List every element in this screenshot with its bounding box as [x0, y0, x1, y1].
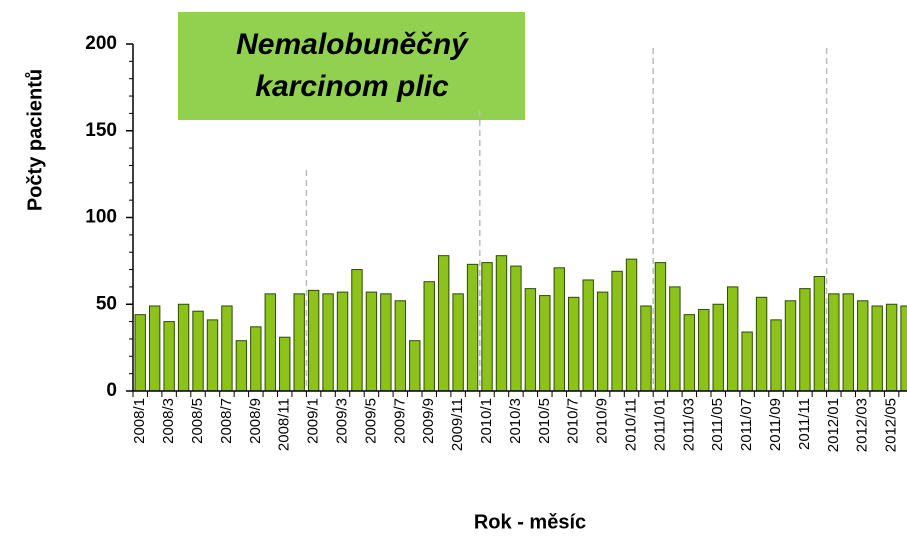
- bar: [755, 296, 768, 392]
- bar: [134, 314, 146, 392]
- bar: [596, 291, 609, 392]
- bar: [394, 300, 407, 392]
- x-tick-label: 2010/1: [478, 398, 495, 444]
- x-tick-label: 2011/01: [651, 398, 668, 451]
- x-tick-label: 2010/11: [622, 398, 639, 451]
- bar: [481, 262, 493, 392]
- bar: [553, 267, 565, 392]
- bar: [712, 303, 724, 392]
- bar: [235, 340, 248, 392]
- x-tick-label: 2011/05: [709, 398, 726, 451]
- x-tick-label: 2012/03: [854, 398, 871, 452]
- bar: [279, 336, 291, 392]
- bar: [625, 258, 638, 392]
- bar: [539, 295, 551, 392]
- bar: [495, 255, 508, 392]
- x-tick-label: 2010/7: [565, 398, 582, 444]
- x-tick-label: 2009/9: [420, 398, 437, 444]
- x-tick-label: 2012/05: [883, 398, 900, 452]
- bar: [336, 291, 349, 392]
- bar: [654, 262, 667, 392]
- bar: [885, 303, 898, 392]
- bar: [264, 293, 276, 392]
- y-tick-label: 200: [85, 33, 117, 54]
- x-tick-label: 2011/03: [680, 398, 697, 451]
- bar: [307, 289, 320, 392]
- bar: [206, 319, 219, 392]
- x-tick-label: 2008/9: [247, 398, 264, 444]
- x-tick-label: 2011/07: [738, 398, 755, 451]
- bar: [828, 293, 840, 392]
- x-tick-label: 2010/9: [594, 398, 611, 444]
- bar: [842, 293, 854, 392]
- title-box: [178, 12, 525, 120]
- x-tick-label: 2011/11: [796, 398, 813, 450]
- x-tick-label: 2009/5: [362, 398, 379, 444]
- bar: [900, 305, 907, 392]
- bar: [351, 269, 363, 392]
- y-tick-label: 100: [85, 207, 117, 228]
- x-tick-label: 2009/3: [333, 398, 350, 444]
- bar: [409, 340, 421, 392]
- bar: [510, 265, 522, 392]
- bar: [221, 305, 233, 392]
- x-tick-label: 2008/11: [276, 398, 293, 451]
- bar: [148, 305, 161, 392]
- bar: [640, 305, 652, 392]
- x-tick-label: 2012/01: [825, 398, 842, 452]
- bar: [813, 275, 826, 392]
- bar: [611, 270, 623, 392]
- x-tick-label: 2009/1: [305, 398, 322, 444]
- y-tick-label: 0: [106, 380, 117, 401]
- x-tick-label: 2009/11: [449, 398, 466, 451]
- bar: [799, 288, 811, 392]
- y-axis-label: Počty pacientů: [24, 69, 46, 211]
- bar: [524, 288, 537, 392]
- bar: [784, 300, 797, 392]
- bar: [380, 293, 392, 392]
- x-tick-label: 2009/7: [391, 398, 408, 444]
- bar: [698, 308, 710, 392]
- bar: [322, 293, 334, 392]
- bar: [452, 293, 464, 392]
- bar: [423, 281, 435, 392]
- bar: [582, 279, 594, 392]
- x-tick-label: 2010/3: [507, 398, 524, 444]
- bar: [770, 319, 782, 392]
- bar: [726, 286, 739, 392]
- bar: [293, 293, 305, 392]
- x-tick-label: 2008/1: [131, 398, 148, 444]
- bar: [177, 303, 190, 392]
- y-tick-label: 150: [85, 120, 117, 141]
- bar: [365, 291, 378, 392]
- bar: [669, 286, 681, 392]
- x-tick-label: 2008/3: [160, 398, 177, 444]
- bar: [871, 305, 883, 392]
- bar: [437, 255, 450, 392]
- x-tick-label: 2010/5: [536, 398, 553, 444]
- x-tick-label: 2011/09: [767, 398, 784, 451]
- bar: [857, 300, 869, 392]
- x-tick-label: 2008/5: [189, 398, 206, 444]
- x-tick-label: 2008/7: [218, 398, 235, 444]
- bar: [466, 263, 479, 392]
- bar: [192, 310, 204, 392]
- y-tick-label: 50: [96, 293, 117, 314]
- bar: [741, 331, 753, 392]
- bar: [683, 314, 696, 392]
- bar: [163, 321, 175, 392]
- bar: [250, 326, 262, 392]
- x-axis-label: Rok - měsíc: [474, 511, 586, 533]
- chart-title: karcinom plic: [255, 70, 449, 103]
- chart-title: Nemalobuněčný: [236, 28, 469, 61]
- bar: [568, 296, 580, 392]
